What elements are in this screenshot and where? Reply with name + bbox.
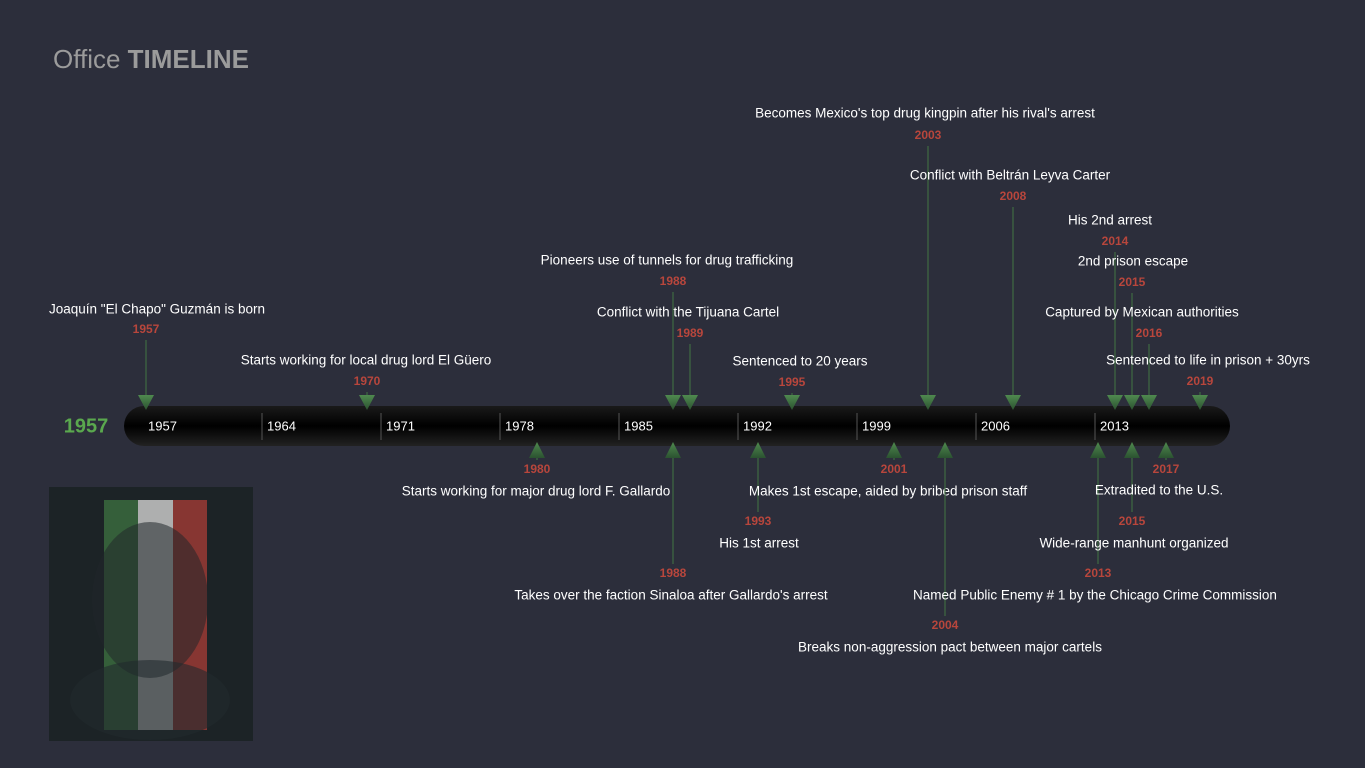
event-year: 1957	[133, 322, 160, 336]
event-text: Named Public Enemy # 1 by the Chicago Cr…	[913, 588, 1277, 603]
event-year: 2001	[881, 462, 908, 476]
event-year: 2016	[1136, 326, 1163, 340]
event-marker	[937, 442, 953, 458]
logo-title: TIMELINE	[128, 44, 249, 74]
event-text: Breaks non-aggression pact between major…	[798, 640, 1102, 655]
event-marker	[1158, 442, 1174, 458]
event-text: Starts working for local drug lord El Gü…	[241, 353, 492, 368]
event-marker	[1124, 395, 1140, 410]
event-marker	[665, 442, 681, 458]
event-text: 2nd prison escape	[1078, 254, 1188, 269]
event-year: 1995	[779, 375, 806, 389]
event-text: Takes over the faction Sinaloa after Gal…	[514, 588, 827, 603]
event-year: 1988	[660, 566, 687, 580]
logo-brand: Office	[53, 44, 120, 74]
event-marker	[784, 395, 800, 410]
event-marker	[1141, 395, 1157, 410]
event-year: 1989	[677, 326, 704, 340]
event-text: His 1st arrest	[719, 536, 799, 551]
start-label: 1957	[64, 415, 109, 437]
tick-label: 1978	[505, 418, 534, 433]
event-marker	[359, 395, 375, 410]
tick-label: 1985	[624, 418, 653, 433]
event-text: His 2nd arrest	[1068, 213, 1152, 228]
tick-label: 1971	[386, 418, 415, 433]
event-marker	[1107, 395, 1123, 410]
event-year: 1970	[354, 374, 381, 388]
event-text: Extradited to the U.S.	[1095, 483, 1223, 498]
event-year: 2015	[1119, 275, 1146, 289]
event-marker	[1124, 442, 1140, 458]
event-text: Wide-range manhunt organized	[1039, 536, 1228, 551]
event-text: Pioneers use of tunnels for drug traffic…	[541, 253, 794, 268]
portrait	[49, 487, 253, 741]
event-marker	[1005, 395, 1021, 410]
event-marker	[750, 442, 766, 458]
event-year: 2004	[932, 618, 959, 632]
event-marker	[665, 395, 681, 410]
event-year: 2017	[1153, 462, 1180, 476]
event-year: 1993	[745, 514, 772, 528]
event-marker	[682, 395, 698, 410]
event-marker	[1090, 442, 1106, 458]
event-text: Becomes Mexico's top drug kingpin after …	[755, 106, 1095, 121]
event-year: 2003	[915, 128, 942, 142]
event-year: 1980	[524, 462, 551, 476]
event-text: Sentenced to 20 years	[732, 354, 867, 369]
event-marker	[529, 442, 545, 458]
event-year: 2019	[1187, 374, 1214, 388]
event-marker	[1192, 395, 1208, 410]
event-marker	[138, 395, 154, 410]
tick-label: 1964	[267, 418, 296, 433]
logo: Office TIMELINE	[53, 44, 249, 74]
event-text: Joaquín "El Chapo" Guzmán is born	[49, 302, 265, 317]
event-text: Sentenced to life in prison + 30yrs	[1106, 353, 1310, 368]
event-year: 1988	[660, 274, 687, 288]
event-year: 2015	[1119, 514, 1146, 528]
event-text: Captured by Mexican authorities	[1045, 305, 1239, 320]
timeline-bar	[124, 406, 1230, 446]
tick-label: 1957	[148, 418, 177, 433]
tick-label: 2006	[981, 418, 1010, 433]
event-year: 2013	[1085, 566, 1112, 580]
event-year: 2014	[1102, 234, 1129, 248]
tick-label: 1999	[862, 418, 891, 433]
event-marker	[920, 395, 936, 410]
event-year: 2008	[1000, 189, 1027, 203]
event-text: Starts working for major drug lord F. Ga…	[402, 484, 671, 499]
event-text: Makes 1st escape, aided by bribed prison…	[749, 484, 1027, 499]
tick-label: 1992	[743, 418, 772, 433]
event-text: Conflict with Beltrán Leyva Carter	[910, 168, 1111, 183]
tick-label: 2013	[1100, 418, 1129, 433]
timeline: 1957 1964 1971 1978 1985 1992 1999 2006 2013 1957…	[49, 106, 1310, 655]
event-text: Conflict with the Tijuana Cartel	[597, 305, 779, 320]
event-marker	[886, 442, 902, 458]
